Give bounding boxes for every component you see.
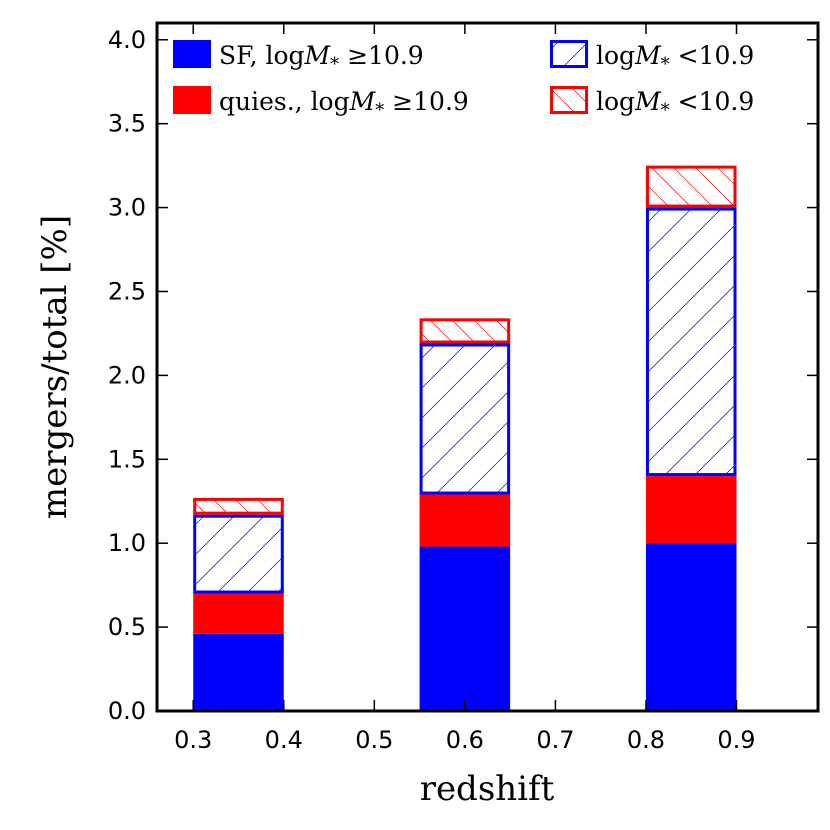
legend-swatch-hatch: [550, 86, 588, 114]
y-tick-label: 3.5: [108, 110, 146, 138]
legend-label: logM* <10.9: [596, 41, 754, 75]
bar-bin2-series3-hatch: [419, 343, 511, 495]
legend-swatch: [173, 40, 211, 68]
x-tick-label: 0.5: [355, 726, 393, 754]
legend-swatch-hatch: [550, 40, 588, 68]
bar-bin2-series2: [419, 494, 511, 547]
legend-label: quies., logM* ≥10.9: [219, 87, 469, 121]
bar-bin1-series4: [193, 497, 284, 515]
x-tick-label: 0.9: [717, 726, 755, 754]
bar-bin3-series4: [645, 165, 737, 208]
legend-swatch: [173, 86, 211, 114]
bar-bin2-series3-outline: [419, 343, 511, 495]
bar-bin3-series3-outline: [645, 207, 737, 477]
bar-bin3-series3: [645, 207, 737, 477]
plot-frame: [155, 21, 820, 713]
tick-labels: 0.3 0.4 0.5 0.6 0.7 0.8 0.9 0.0 0.5 1.0 1.5 2.0 2.5 3…: [108, 26, 756, 754]
y-tick-label: 4.0: [108, 26, 146, 54]
legend: SF, logM* ≥10.9 logM* <10.9 quies., logM* …: [173, 40, 754, 121]
bar-bin2-series4: [419, 318, 511, 344]
legend-label: SF, logM* ≥10.9: [219, 41, 424, 75]
bar-bin3-series3-hatch: [645, 207, 737, 477]
bar-bin2-series3: [419, 343, 511, 495]
bar-bin1-series4-hatch: [193, 497, 284, 515]
x-tick-label: 0.7: [536, 726, 574, 754]
bar-bin2-series1: [419, 546, 511, 711]
legend-label: logM* <10.9: [596, 87, 754, 121]
bar-bin2-series4-hatch: [419, 318, 511, 344]
bar-bin3-series4-hatch: [645, 165, 737, 208]
bar-bin1-series3: [193, 514, 284, 594]
bar-bin3-series4-outline: [645, 165, 737, 208]
bars-layer: [193, 165, 737, 711]
x-axis-title: redshift: [420, 769, 555, 809]
y-tick-label: 0.5: [108, 613, 146, 641]
bar-bin1-series4-outline: [193, 497, 284, 515]
bar-bin3-series2: [645, 476, 737, 544]
x-tick-label: 0.6: [446, 726, 484, 754]
bar-bin2-series4-outline: [419, 318, 511, 344]
bar-bin1-series3-hatch: [193, 514, 284, 594]
bar-bin1-series1: [193, 633, 284, 711]
legend-entry-4: logM* <10.9: [550, 86, 754, 121]
legend-swatch-outline: [550, 86, 588, 114]
bar-bin1-series2: [193, 593, 284, 634]
y-tick-label: 1.0: [108, 529, 146, 557]
bar-bin1-series3-outline: [193, 514, 284, 594]
y-tick-label: 0.0: [108, 697, 146, 725]
x-tick-label: 0.8: [627, 726, 665, 754]
y-tick-label: 3.0: [108, 194, 146, 222]
bar-bin3-series1: [645, 543, 737, 711]
legend-entry-2: logM* <10.9: [550, 40, 754, 75]
legend-swatch-outline: [550, 40, 588, 68]
y-tick-label: 1.5: [108, 445, 146, 473]
y-axis-title: mergers/total [%]: [35, 215, 75, 519]
y-tick-label: 2.0: [108, 361, 146, 389]
x-tick-label: 0.3: [174, 726, 212, 754]
x-tick-label: 0.4: [265, 726, 303, 754]
y-tick-label: 2.5: [108, 277, 146, 305]
legend-entry-1: SF, logM* ≥10.9: [173, 40, 424, 75]
legend-entry-3: quies., logM* ≥10.9: [173, 86, 469, 121]
